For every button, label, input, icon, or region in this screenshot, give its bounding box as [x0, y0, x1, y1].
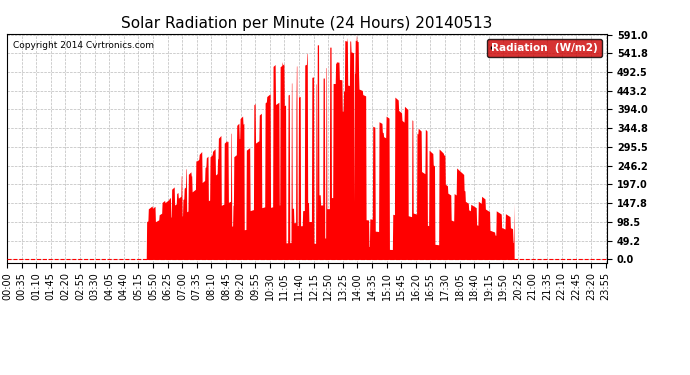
Text: Copyright 2014 Cvrtronics.com: Copyright 2014 Cvrtronics.com — [13, 40, 154, 50]
Legend: Radiation  (W/m2): Radiation (W/m2) — [487, 39, 602, 57]
Title: Solar Radiation per Minute (24 Hours) 20140513: Solar Radiation per Minute (24 Hours) 20… — [121, 16, 493, 31]
